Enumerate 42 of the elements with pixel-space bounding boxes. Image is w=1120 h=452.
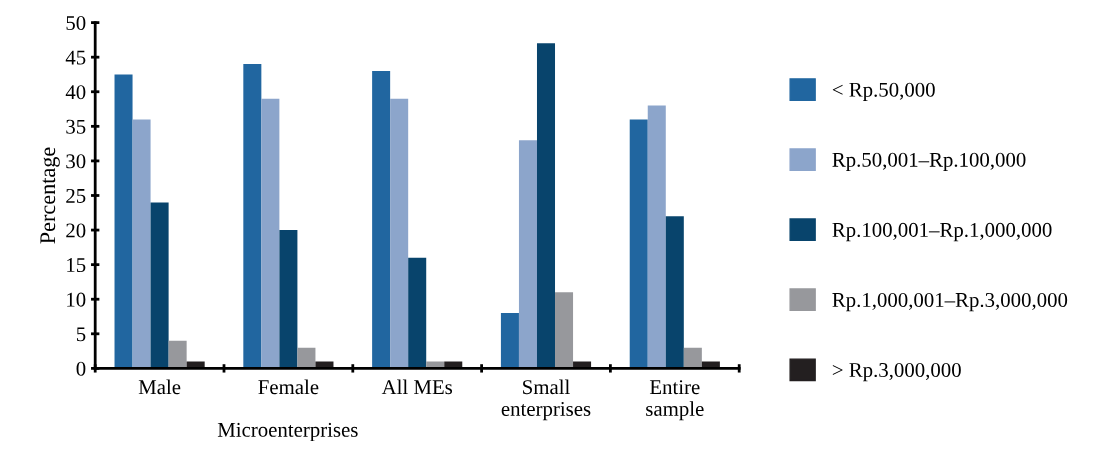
bar [629,119,648,369]
bar [555,292,574,369]
x-tick-label: Entire sample [646,380,704,421]
bar [243,64,262,369]
bar [518,140,537,369]
bar [408,257,427,369]
legend-label: Rp.100,001–Rp.1,000,000 [832,222,1052,242]
y-tick-label: 50 [66,15,86,31]
legend-label: > Rp.3,000,000 [832,362,961,382]
text: Microenterprises [217,422,358,442]
x-tick-label: Male [138,379,181,395]
y-tick-label: 40 [65,85,86,100]
y-axis-title: Percentage [40,147,60,244]
bar [500,313,519,369]
bar [665,216,684,369]
legend-label: Rp.1,000,001–Rp.3,000,000 [832,292,1068,312]
bar [168,340,187,369]
y-tick-label: 30 [66,154,86,169]
y-tick-label: 35 [66,119,86,134]
y-tick-label: 15 [67,258,86,273]
bar [372,71,391,369]
bar [297,347,316,369]
bar [279,230,298,369]
legend-label: Rp.50,001–Rp.100,000 [832,152,1026,172]
bar [536,43,556,369]
y-tick-label: 5 [76,327,86,342]
y-tick-label: 25 [66,188,86,203]
y-tick-label: 20 [66,223,86,238]
bar [114,74,133,369]
bar [150,202,169,369]
legend-label: < Rp.50,000 [832,82,935,102]
x-tick-label: Female [258,379,319,395]
y-tick-label: 45 [65,50,86,65]
bar [261,98,280,369]
bar [390,98,409,369]
x-tick-label: All MEs [381,379,453,395]
y-tick-label: 10 [67,292,86,307]
x-tick-label: Small enterprises [501,379,591,421]
y-tick-label: 0 [76,361,86,376]
bar [132,119,151,369]
bar [647,105,666,369]
bar [683,347,702,369]
